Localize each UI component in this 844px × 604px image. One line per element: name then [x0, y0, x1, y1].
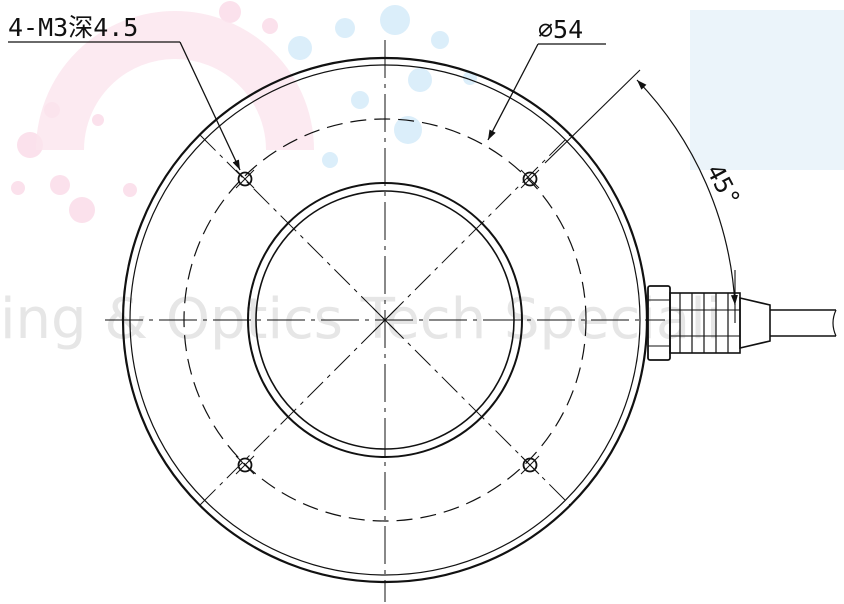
- diameter-callout-text: ⌀54: [538, 15, 583, 44]
- mounting-hole: [521, 170, 539, 188]
- diameter-callout: [488, 44, 606, 140]
- mounting-hole: [236, 170, 254, 188]
- mounting-hole: [521, 456, 539, 474]
- cable: [770, 310, 836, 336]
- mounting-hole: [236, 456, 254, 474]
- watermark-s-shape: [690, 10, 844, 170]
- hole-callout-text: 4-M3深4.5: [8, 13, 138, 42]
